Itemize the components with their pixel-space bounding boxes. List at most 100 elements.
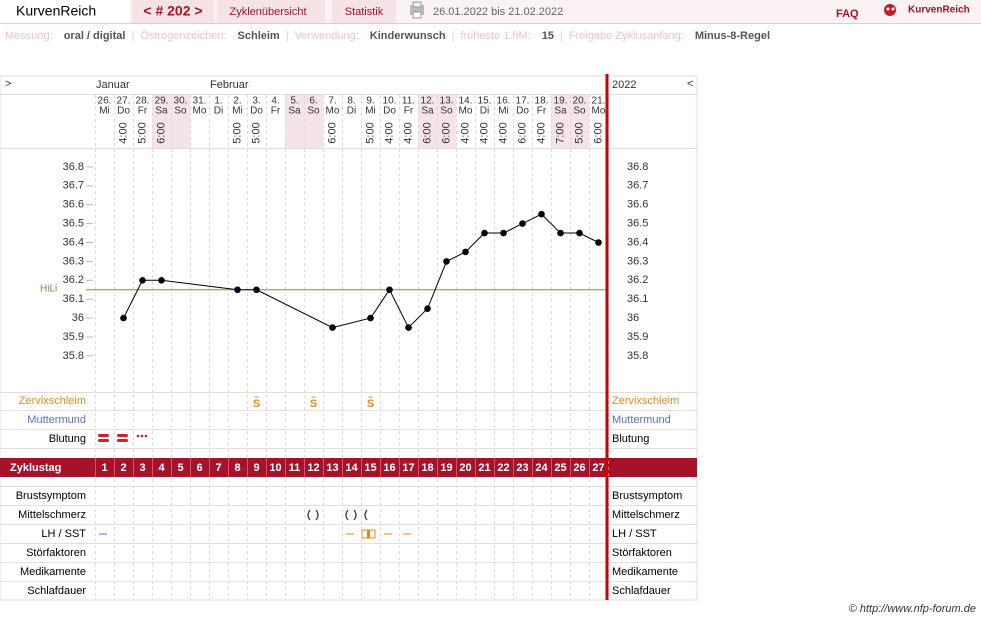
measure-time: 4:00 bbox=[402, 122, 414, 143]
temperature-point bbox=[120, 314, 127, 322]
setting-label: Freigabe Zyklusanfang: bbox=[569, 30, 684, 42]
day-number: 12. bbox=[421, 96, 435, 107]
logo-text[interactable]: KurvenReich bbox=[908, 5, 970, 16]
weekday: Di bbox=[347, 106, 356, 117]
y-tick-label: 36.2 bbox=[63, 274, 84, 286]
bleeding-icons bbox=[98, 434, 148, 442]
setting-value: 15 bbox=[542, 30, 554, 42]
weekday: Mi bbox=[498, 106, 509, 117]
measure-time: 4:00 bbox=[478, 122, 490, 143]
y2-tick-label: 36 bbox=[627, 312, 639, 324]
measure-time: 4:00 bbox=[383, 122, 395, 143]
y2-tick-label: 36.7 bbox=[627, 180, 648, 192]
cycle-day: 16 bbox=[383, 462, 395, 474]
cycle-day: 7 bbox=[215, 462, 221, 474]
nav-button[interactable]: > bbox=[5, 78, 11, 90]
weekday: Sa bbox=[421, 106, 434, 117]
row-label: Brustsymptom bbox=[16, 490, 86, 502]
weekend-shade bbox=[570, 95, 589, 148]
temperature-point bbox=[500, 229, 507, 237]
mucus: S bbox=[253, 398, 260, 410]
measure-time: 6:00 bbox=[440, 122, 452, 143]
weekend-shade bbox=[152, 95, 171, 148]
measure-time: 7:00 bbox=[554, 122, 566, 143]
footer: © http://www.nfp-forum.de bbox=[849, 603, 976, 615]
weekday: Mo bbox=[326, 106, 340, 117]
row-label: Muttermund bbox=[27, 414, 86, 426]
pain-icons bbox=[307, 509, 368, 521]
temperature-point bbox=[576, 229, 583, 237]
weekday: So bbox=[307, 106, 320, 117]
row-label: Medikamente bbox=[20, 566, 86, 578]
weekday: Sa bbox=[288, 106, 301, 117]
day-number: 8. bbox=[347, 96, 355, 107]
weekday: Sa bbox=[155, 106, 168, 117]
row-label: Mittelschmerz bbox=[612, 509, 680, 521]
faq-link[interactable]: FAQ bbox=[836, 8, 859, 20]
setting-value: Minus-8-Regel bbox=[695, 30, 770, 42]
setting-value: oral / digital bbox=[64, 30, 126, 42]
app-title[interactable]: KurvenReich bbox=[16, 3, 96, 19]
y2-tick-label: 36.5 bbox=[627, 218, 648, 230]
day-number: 26. bbox=[98, 96, 112, 107]
tab[interactable]: Statistik bbox=[345, 6, 384, 18]
cycle-day: 23 bbox=[516, 462, 528, 474]
y2-tick-label: 36.8 bbox=[627, 161, 648, 173]
weekday: Mi bbox=[99, 106, 110, 117]
temperature-point bbox=[557, 229, 564, 237]
setting-label: Messung: bbox=[5, 30, 53, 42]
row-label: Störfaktoren bbox=[612, 547, 672, 559]
y-tick-label: 36.7 bbox=[63, 180, 84, 192]
measure-time: 5:00 bbox=[364, 122, 376, 143]
setting-label: Östrogenzeichen: bbox=[140, 30, 226, 42]
tab-bg bbox=[332, 0, 396, 23]
day-number: 2. bbox=[233, 96, 241, 107]
measure-time: 5:00 bbox=[231, 122, 243, 143]
cycle-day: 25 bbox=[554, 462, 566, 474]
day-number: 20. bbox=[573, 96, 587, 107]
weekday: Fr bbox=[537, 106, 547, 117]
weekday: Mi bbox=[365, 106, 376, 117]
row-label: Störfaktoren bbox=[26, 547, 86, 559]
y-tick-label: 36.1 bbox=[63, 293, 84, 305]
cycle-day: 3 bbox=[139, 462, 145, 474]
temperature-point bbox=[234, 286, 241, 294]
month-label: Februar bbox=[210, 79, 249, 91]
weekday: Fr bbox=[138, 106, 148, 117]
temperature-point bbox=[158, 277, 165, 284]
date-range: 26.01.2022 bis 21.02.2022 bbox=[433, 6, 563, 18]
measure-time: 6:00 bbox=[592, 122, 604, 143]
cycle-nav[interactable]: < # 202 > bbox=[143, 3, 202, 19]
day-number: 9. bbox=[366, 96, 374, 107]
day-number: 1. bbox=[214, 96, 222, 107]
year-label: 2022 bbox=[612, 79, 636, 91]
row-label: Zervixschleim bbox=[612, 395, 679, 407]
mucus: S bbox=[367, 398, 374, 410]
measure-time: 5:00 bbox=[250, 122, 262, 143]
cycle-day: 24 bbox=[535, 462, 548, 474]
weekday: Mo bbox=[459, 106, 473, 117]
print-icon[interactable] bbox=[410, 1, 424, 19]
row-label: Mittelschmerz bbox=[18, 509, 86, 521]
cycle-day: 26 bbox=[573, 462, 585, 474]
chart-frame bbox=[0, 75, 698, 601]
cycle-day: 13 bbox=[326, 462, 338, 474]
tab[interactable]: Zyklenübersicht bbox=[229, 6, 306, 18]
month-label: Januar bbox=[96, 79, 130, 91]
y2-tick-label: 36.1 bbox=[627, 293, 648, 305]
measure-time: 4:00 bbox=[459, 122, 471, 143]
nav-button[interactable]: < bbox=[687, 78, 693, 90]
cycle-day: 5 bbox=[177, 462, 183, 474]
weekend-shade bbox=[285, 95, 304, 148]
setting-label: Verwendung: bbox=[295, 30, 359, 42]
cycle-day: 1 bbox=[101, 462, 107, 474]
day-number: 28. bbox=[136, 96, 150, 107]
weekday: Do bbox=[250, 106, 263, 117]
weekday: Do bbox=[516, 106, 529, 117]
weekday: So bbox=[573, 106, 586, 117]
cycle-day-bar bbox=[0, 458, 697, 477]
y-tick-label: 36.5 bbox=[63, 218, 84, 230]
y-tick-label: 35.9 bbox=[63, 331, 84, 343]
row-label: Medikamente bbox=[612, 566, 678, 578]
logo-icon bbox=[884, 4, 896, 16]
